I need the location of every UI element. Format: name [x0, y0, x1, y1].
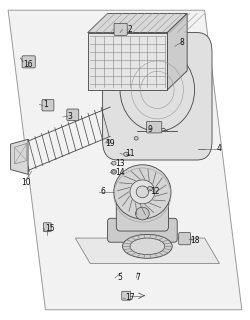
Text: 9: 9: [148, 125, 152, 134]
Text: 1: 1: [43, 100, 48, 109]
FancyBboxPatch shape: [22, 56, 35, 68]
Text: 15: 15: [46, 224, 55, 233]
Text: 17: 17: [125, 293, 135, 302]
Text: 3: 3: [68, 113, 73, 122]
Ellipse shape: [122, 234, 172, 258]
Ellipse shape: [111, 169, 116, 174]
Ellipse shape: [130, 180, 155, 204]
Text: 7: 7: [135, 273, 140, 282]
Text: 19: 19: [105, 139, 115, 148]
Text: 14: 14: [115, 168, 125, 177]
Ellipse shape: [112, 161, 116, 165]
FancyBboxPatch shape: [108, 218, 177, 242]
Text: 13: 13: [115, 159, 125, 168]
Ellipse shape: [107, 140, 111, 143]
Ellipse shape: [134, 137, 138, 140]
Bar: [88, 33, 167, 90]
Text: 8: 8: [180, 38, 184, 47]
Text: 11: 11: [125, 149, 135, 158]
Polygon shape: [75, 238, 220, 264]
Text: 18: 18: [190, 236, 199, 245]
Polygon shape: [8, 10, 242, 310]
Text: 6: 6: [100, 188, 105, 196]
FancyBboxPatch shape: [103, 33, 212, 160]
Ellipse shape: [130, 238, 165, 255]
FancyBboxPatch shape: [44, 223, 51, 232]
FancyBboxPatch shape: [67, 109, 79, 121]
Text: 10: 10: [21, 178, 30, 187]
Polygon shape: [11, 139, 28, 174]
Ellipse shape: [148, 187, 152, 191]
Ellipse shape: [136, 186, 148, 198]
Ellipse shape: [136, 207, 149, 220]
FancyBboxPatch shape: [116, 201, 168, 231]
Text: 4: 4: [217, 144, 222, 153]
Polygon shape: [167, 13, 187, 90]
Ellipse shape: [124, 152, 129, 156]
FancyBboxPatch shape: [147, 122, 162, 133]
FancyBboxPatch shape: [114, 23, 127, 36]
Ellipse shape: [120, 49, 194, 131]
Text: 12: 12: [150, 188, 160, 196]
Text: 16: 16: [23, 60, 33, 69]
FancyBboxPatch shape: [42, 100, 54, 111]
Text: 5: 5: [118, 273, 122, 282]
FancyBboxPatch shape: [122, 291, 131, 300]
Text: 2: 2: [128, 25, 132, 34]
Ellipse shape: [114, 165, 171, 219]
Polygon shape: [88, 13, 187, 33]
FancyBboxPatch shape: [179, 233, 191, 245]
